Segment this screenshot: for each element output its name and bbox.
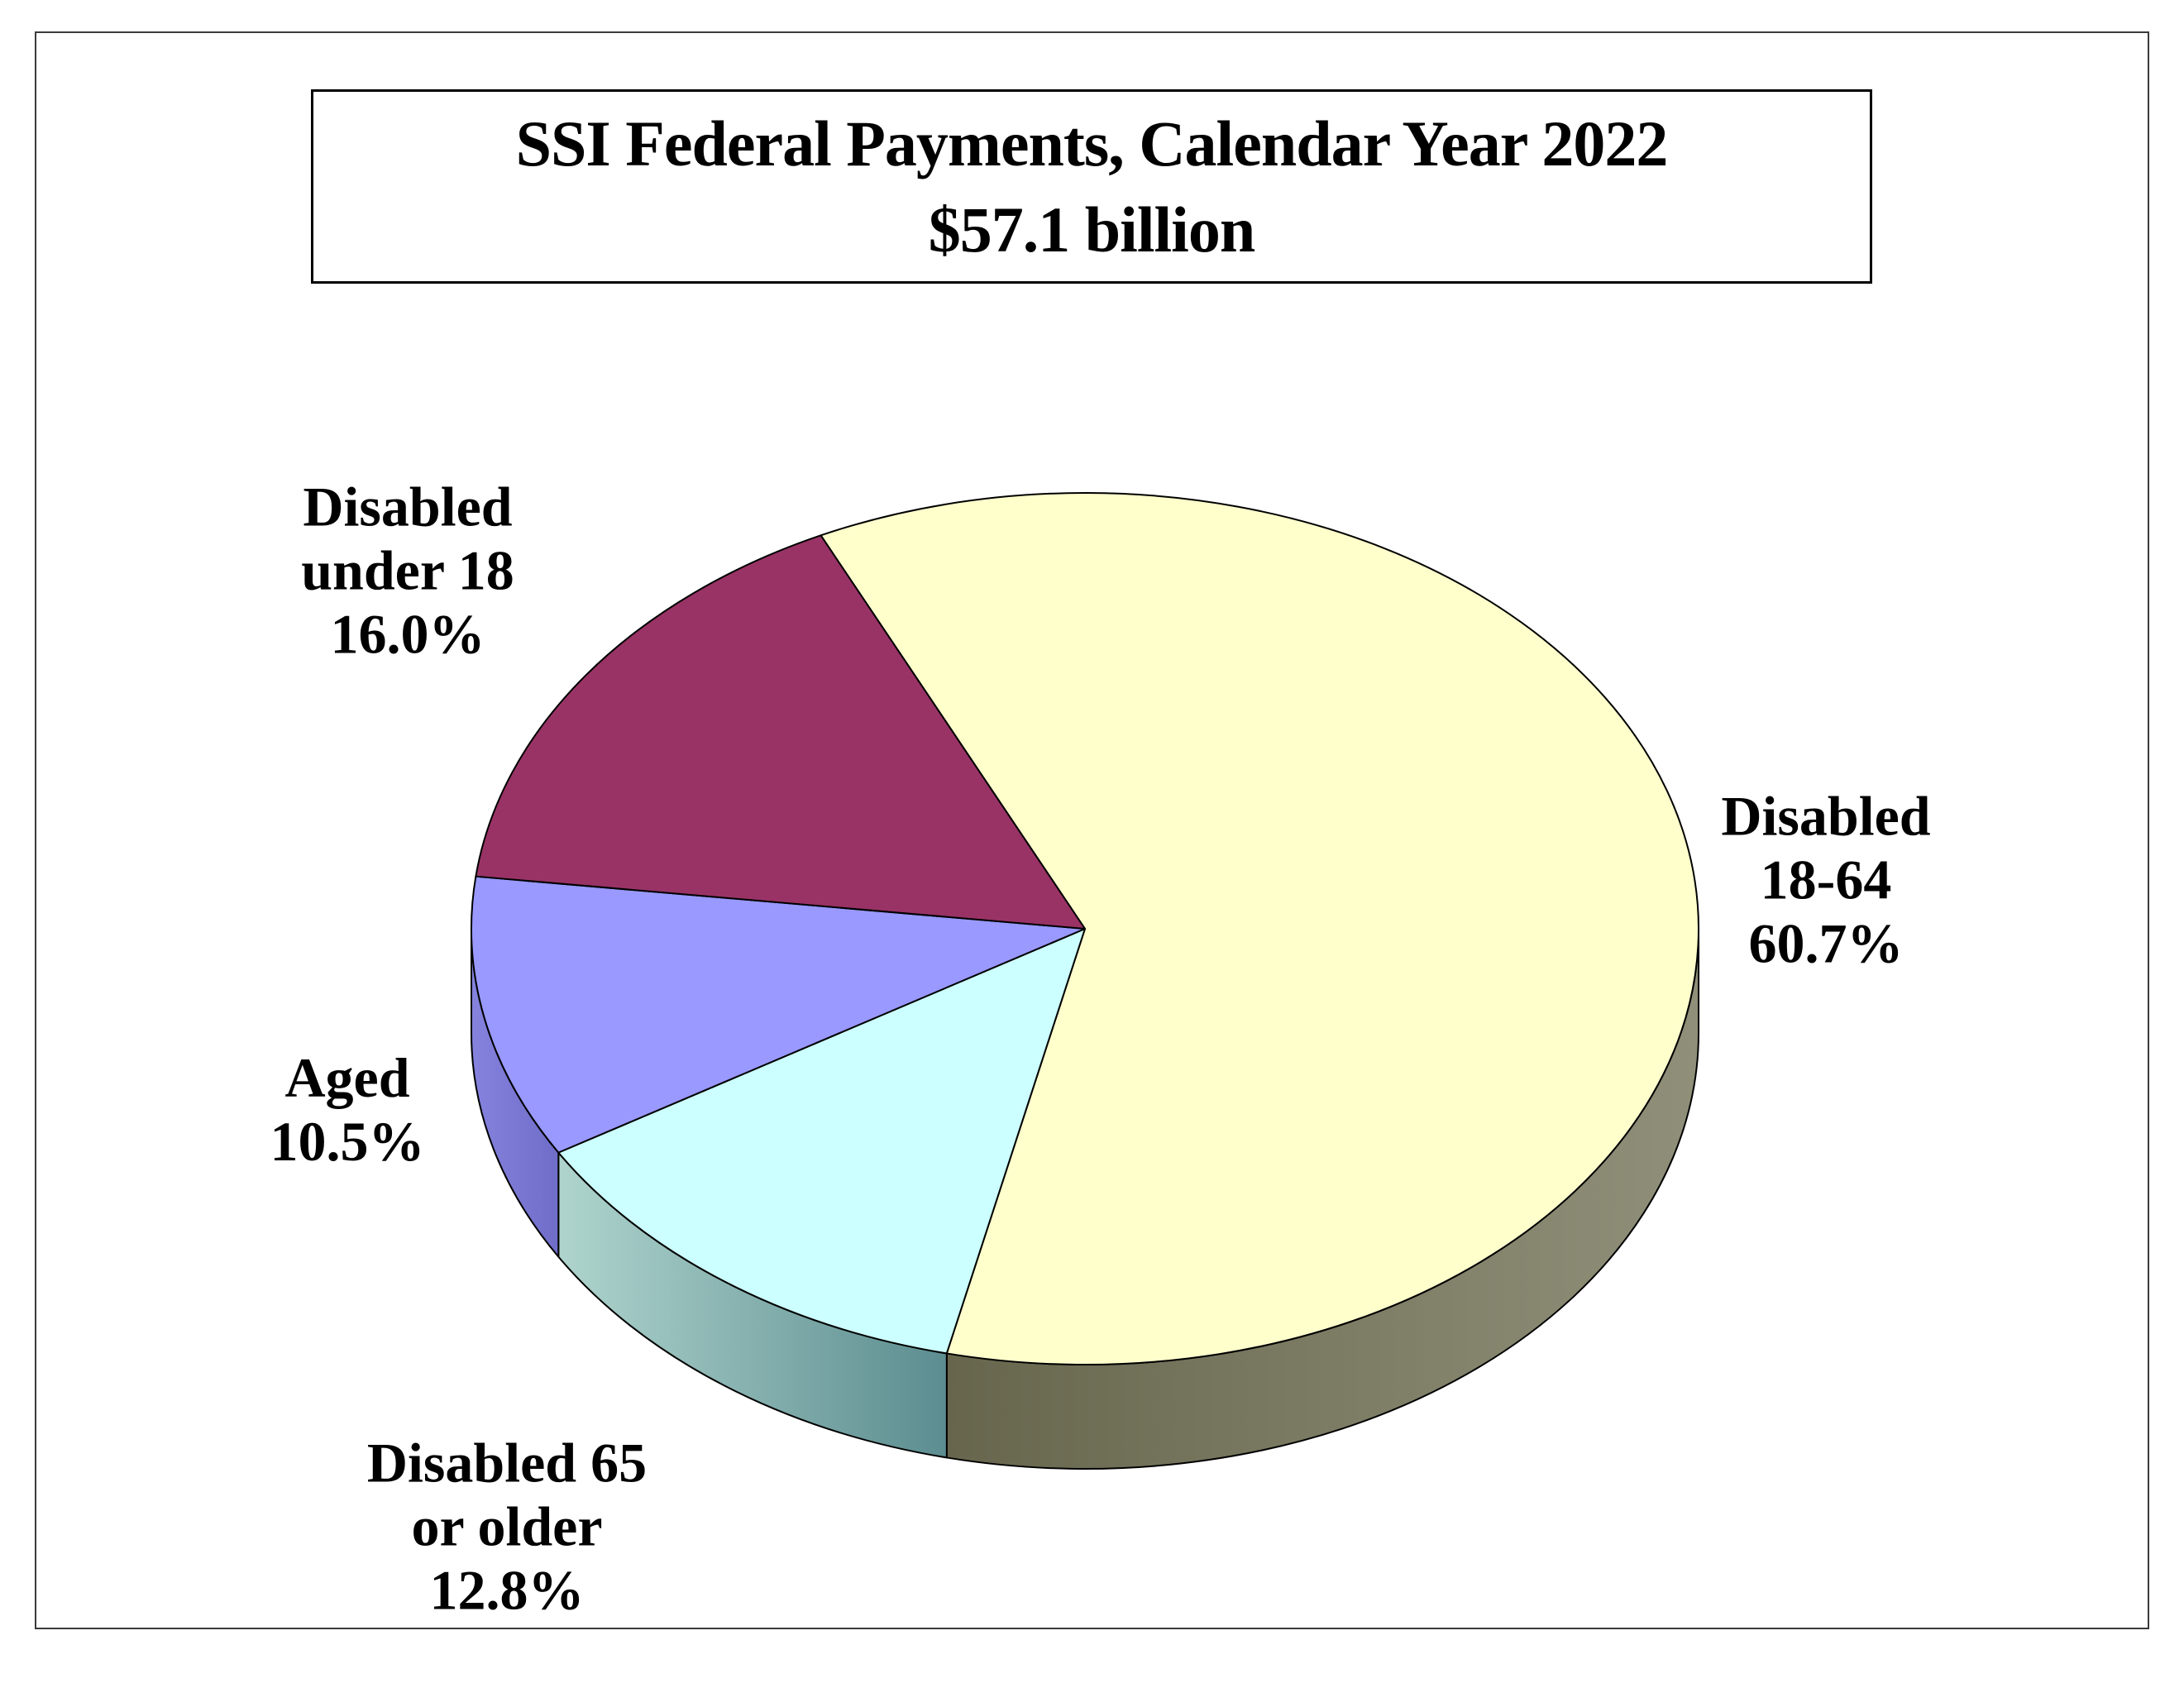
pie-slice-3 <box>475 534 1086 930</box>
slice-label-aged: Aged 10.5% <box>270 1046 425 1173</box>
chart-subtitle: $57.1 billion <box>928 193 1255 265</box>
chart-title: SSI Federal Payments, Calendar Year 2022 <box>515 107 1669 179</box>
chart-outer-frame <box>35 31 2149 1629</box>
slice-label-disabled-under-18: Disabled under 18 16.0% <box>301 475 514 666</box>
pie-slice-1 <box>557 928 1086 1355</box>
pie-slice-2 <box>470 875 1086 1154</box>
slice-label-disabled-18-64: Disabled 18-64 60.7% <box>1721 784 1931 975</box>
chart-title-box: SSI Federal Payments, Calendar Year 2022… <box>311 89 1872 284</box>
pie-slice-0 <box>820 492 1700 1365</box>
slice-label-disabled-65-or-older: Disabled 65 or older 12.8% <box>366 1431 648 1622</box>
